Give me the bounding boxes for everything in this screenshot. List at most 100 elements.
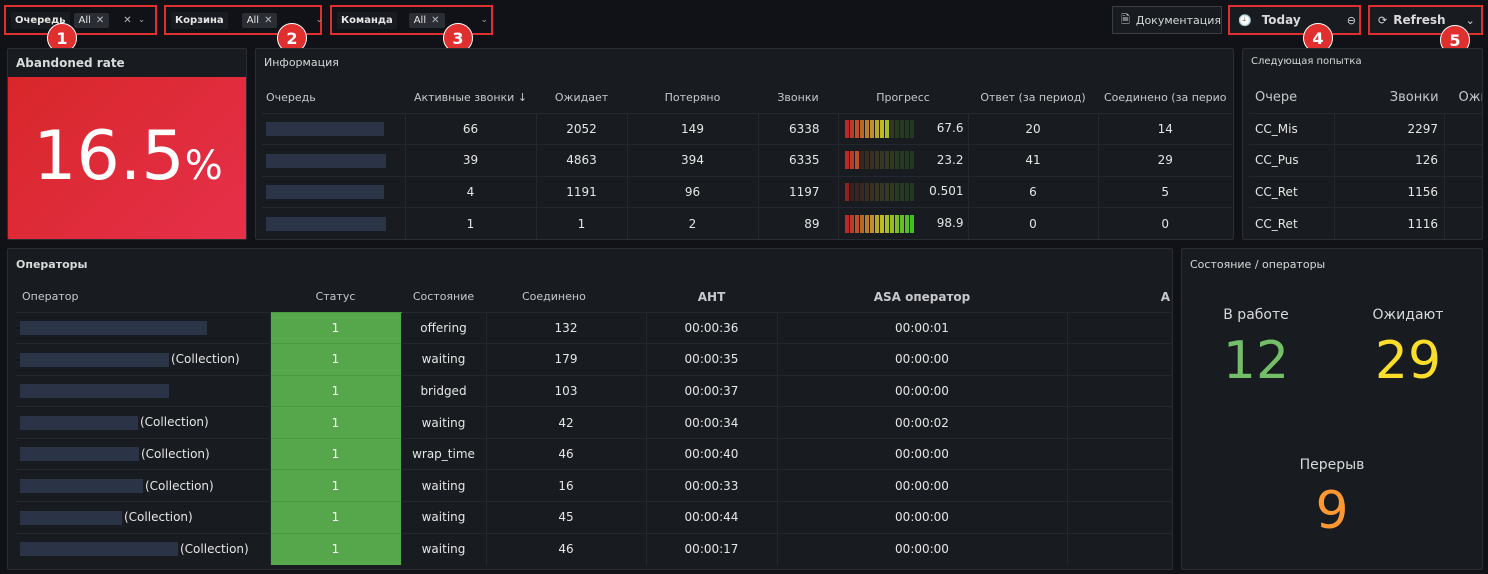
table-cell: 1156 xyxy=(1334,175,1445,208)
table-cell: 00:00:01 xyxy=(776,311,1067,344)
table-cell: 20 xyxy=(967,112,1098,145)
col-header[interactable]: Потеряно xyxy=(664,91,721,105)
panel-title: Состояние / операторы xyxy=(1190,258,1326,271)
operator-cell: (Collection) xyxy=(16,343,270,376)
col-header[interactable]: Соединено xyxy=(522,290,586,304)
chevron-down-icon[interactable]: ⌄ xyxy=(1465,13,1475,27)
col-header[interactable]: AHT xyxy=(697,289,726,304)
team-filter[interactable]: Команда All ✕ ⌄ xyxy=(330,5,493,35)
gauge-segment xyxy=(884,119,889,138)
stat-in-work-label: В работе xyxy=(1223,307,1289,323)
basket-filter[interactable]: Корзина All ✕ ⌄ xyxy=(164,5,324,35)
col-header[interactable]: Ответ (за период) xyxy=(980,91,1086,105)
chevron-down-icon[interactable]: ⌄ xyxy=(315,15,324,25)
clock-icon: 🕘 xyxy=(1238,13,1252,27)
table-cell xyxy=(1066,501,1172,534)
gauge-segment xyxy=(899,119,904,138)
operator-suffix: (Collection) xyxy=(140,415,209,430)
table-cell: 5 xyxy=(1097,175,1232,208)
gauge-segment xyxy=(889,214,894,233)
queue-filter[interactable]: Очередь All ✕ ✕ ⌄ xyxy=(4,5,157,35)
col-header[interactable]: Состояние xyxy=(412,290,475,304)
progress-bar-gauge xyxy=(844,119,914,138)
gauge-segment xyxy=(849,119,854,138)
col-header[interactable]: Очере xyxy=(1255,90,1298,106)
table-cell: wrap_time xyxy=(400,437,486,470)
col-header[interactable]: Звонки xyxy=(1389,90,1439,106)
col-header-active[interactable]: Активные звонки ↓ xyxy=(405,83,536,113)
gauge-segment xyxy=(904,214,909,233)
gauge-segment xyxy=(849,182,854,201)
basket-filter-label: Корзина xyxy=(171,11,228,29)
table-cell: 23.2 xyxy=(837,144,968,177)
table-cell: 103 xyxy=(485,374,646,407)
col-header[interactable]: Оператор xyxy=(22,290,79,304)
table-row: 39 4863 394 6335 23.2 41 29 xyxy=(262,144,1232,177)
redacted-operator-name xyxy=(20,510,122,525)
status-cell: 1 xyxy=(269,311,401,344)
table-row: (Collection) 1 wrap_time 46 00:00:40 00:00:00 xyxy=(16,437,1172,470)
redacted-operator-name xyxy=(20,542,178,557)
refresh-button[interactable]: ⟳ Refresh ⌄ xyxy=(1368,5,1483,35)
table-cell: 0.501 xyxy=(837,175,968,208)
time-label: Today xyxy=(1261,13,1301,27)
table-cell: 00:00:00 xyxy=(776,343,1067,376)
table-cell: CC_Mis xyxy=(1249,112,1335,145)
gauge-segment xyxy=(889,151,894,170)
gauge-segment xyxy=(859,151,864,170)
col-header[interactable]: Статус xyxy=(315,290,356,304)
col-header[interactable]: Прогресс xyxy=(876,91,930,105)
table-cell: 132 xyxy=(485,311,646,344)
clear-icon[interactable]: ✕ xyxy=(123,14,132,26)
panel-title: Операторы xyxy=(16,258,88,271)
queue-filter-value: All xyxy=(78,14,91,26)
status-cell: 1 xyxy=(269,406,401,439)
sort-desc-icon: ↓ xyxy=(517,91,528,105)
operator-cell: (Collection) xyxy=(16,501,270,534)
table-cell xyxy=(1066,374,1172,407)
remove-chip-icon[interactable]: ✕ xyxy=(95,14,105,26)
time-picker[interactable]: 🕘 Today ⊖ xyxy=(1228,5,1361,35)
table-cell: 1197 xyxy=(757,175,838,208)
chevron-down-icon[interactable]: ⌄ xyxy=(137,15,146,25)
chevron-down-icon[interactable]: ⌄ xyxy=(480,15,489,25)
team-filter-chip[interactable]: All ✕ xyxy=(408,12,445,28)
table-cell: 00:00:33 xyxy=(645,469,777,502)
operator-cell xyxy=(16,311,270,344)
table-cell: waiting xyxy=(400,469,486,502)
table-cell: 4863 xyxy=(535,144,627,177)
col-header[interactable]: Звонки xyxy=(777,91,819,105)
col-header[interactable]: Ожид xyxy=(1458,90,1482,106)
col-header[interactable]: ASA оператор xyxy=(873,289,971,304)
table-cell: 14 xyxy=(1097,112,1232,145)
table-cell: 2052 xyxy=(535,112,627,145)
redacted-queue-name xyxy=(266,153,386,168)
table-row: 66 2052 149 6338 67.6 20 14 xyxy=(262,112,1232,145)
table-cell xyxy=(1444,112,1482,145)
remove-chip-icon[interactable]: ✕ xyxy=(431,14,440,26)
table-row: CC_Pus 126 xyxy=(1249,144,1482,177)
table-row: CC_Mis 2297 xyxy=(1249,112,1482,145)
gauge-segment xyxy=(869,119,874,138)
basket-filter-chip[interactable]: All ✕ xyxy=(241,12,278,28)
gauge-segment xyxy=(879,182,884,201)
col-header[interactable]: Соединено (за перио xyxy=(1104,91,1227,105)
col-header[interactable]: Очередь xyxy=(266,91,316,105)
gauge-segment xyxy=(854,151,859,170)
zoom-out-icon[interactable]: ⊖ xyxy=(1346,13,1356,27)
table-cell: 394 xyxy=(626,144,758,177)
operator-suffix: (Collection) xyxy=(141,446,210,461)
table-cell: 00:00:37 xyxy=(645,374,777,407)
queue-filter-chip[interactable]: All ✕ xyxy=(73,12,110,28)
gauge-segment xyxy=(869,214,874,233)
status-cell: 1 xyxy=(269,343,401,376)
table-cell: 2297 xyxy=(1334,112,1445,145)
operator-cell: (Collection) xyxy=(16,406,270,439)
remove-chip-icon[interactable]: ✕ xyxy=(264,14,273,26)
col-header[interactable]: A xyxy=(1160,289,1170,304)
table-cell: 00:00:00 xyxy=(776,501,1067,534)
table-row: 4 1191 96 1197 0.501 6 5 xyxy=(262,175,1232,208)
operator-cell: (Collection) xyxy=(16,437,270,470)
col-header[interactable]: Ожидает xyxy=(554,91,609,105)
docs-button[interactable]: 🗎 Документация xyxy=(1112,6,1222,34)
